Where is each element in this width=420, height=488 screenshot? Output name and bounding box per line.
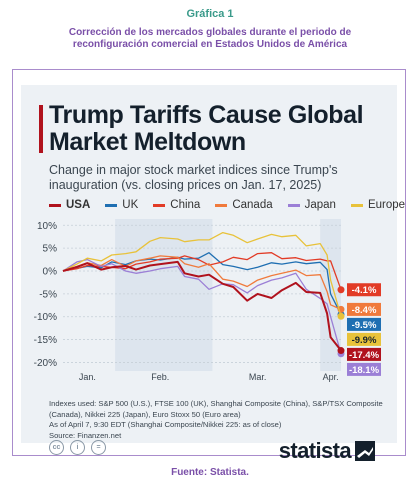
legend-swatch	[287, 203, 300, 207]
end-label-uk: -9.5%	[347, 317, 381, 331]
y-tick-label: 0%	[43, 267, 58, 278]
legend-item-japan: Japan	[287, 199, 336, 211]
y-tick-label: 5%	[43, 244, 58, 255]
end-label-europe: -9.9%	[347, 332, 381, 346]
legend-label: China	[170, 199, 201, 211]
end-label-text: -18.1%	[349, 365, 380, 376]
legend-item-uk: UK	[105, 199, 138, 211]
figure-frame: Trump Tariffs Cause Global Market Meltdo…	[12, 69, 406, 463]
line-chart: 10% 5% 0% -5% -10% -15% -20% Jan. Feb. Mar. Apr. -4…	[34, 219, 381, 382]
series-line-uk	[62, 252, 342, 315]
series-end-marker	[337, 312, 345, 320]
end-label-canada: -8.4%	[347, 302, 381, 316]
cc-icon: cc	[49, 440, 64, 455]
series-end-marker	[337, 286, 345, 294]
chart-legend: USA UK China Canada Japan Europe	[49, 199, 405, 211]
figure-source: Fuente: Statista.	[171, 467, 249, 478]
end-label-box	[347, 347, 381, 361]
y-tick-label: -5%	[39, 289, 57, 300]
source-note: Source: Finanzen.net	[49, 430, 122, 440]
series-end-marker	[337, 347, 345, 355]
end-label-text: -8.4%	[352, 305, 377, 316]
legend-item-canada: Canada	[215, 199, 273, 211]
end-label-box	[347, 302, 381, 316]
y-tick-label: -20%	[34, 358, 57, 369]
legend-label: UK	[122, 199, 139, 211]
series-line-europe	[62, 231, 342, 317]
chart-title: Trump Tariffs Cause Global Market Meltdo…	[49, 101, 364, 156]
y-tick-label: -15%	[34, 335, 57, 346]
end-label-text: -4.1%	[352, 285, 377, 296]
end-label-box	[347, 317, 381, 331]
series-line-japan	[62, 258, 342, 354]
logo-text: statista	[278, 438, 352, 463]
license-icons: cc i =	[49, 440, 106, 455]
x-tick-label: Jan.	[79, 372, 96, 382]
end-label-text: -9.9%	[352, 335, 377, 346]
end-label-usa: -17.4%	[347, 347, 381, 361]
figure-caption: Corrección de los mercados globales dura…	[68, 27, 352, 50]
indexes-note: Indexes used: S&P 500 (U.S.), FTSE 100 (…	[49, 399, 383, 419]
legend-item-china: China	[153, 199, 200, 211]
figure-label: Gráfica 1	[186, 8, 234, 20]
legend-swatch	[350, 203, 363, 207]
end-label-box	[347, 283, 381, 297]
legend-swatch	[105, 203, 118, 207]
chart-card: Trump Tariffs Cause Global Market Meltdo…	[21, 85, 405, 463]
legend-swatch	[49, 203, 61, 207]
legend-swatch	[153, 203, 166, 207]
x-tick-label: Mar.	[249, 372, 267, 382]
chart-subtitle: Change in major stock market indices sin…	[49, 163, 338, 192]
x-tick-label: Apr.	[323, 372, 339, 382]
series-line-usa	[62, 260, 342, 352]
end-label-text: -17.4%	[349, 350, 380, 361]
end-label-china: -4.1%	[347, 283, 381, 297]
legend-item-usa: USA	[49, 199, 90, 211]
x-tick-label: Feb.	[151, 372, 169, 382]
title-accent-bar	[39, 105, 43, 153]
end-label-box	[347, 332, 381, 346]
legend-swatch	[215, 203, 228, 207]
legend-label: Canada	[232, 199, 273, 211]
statista-logo-icon	[355, 441, 375, 461]
legend-label: USA	[66, 199, 91, 211]
legend-label: Japan	[304, 199, 336, 211]
by-icon: i	[70, 440, 85, 455]
nd-icon: =	[91, 440, 106, 455]
end-label-japan: -18.1%	[347, 362, 381, 376]
y-tick-label: -10%	[34, 312, 57, 323]
end-label-text: -9.5%	[352, 320, 377, 331]
end-label-box	[347, 362, 381, 376]
chart-notes: Indexes used: S&P 500 (U.S.), FTSE 100 (…	[49, 399, 389, 441]
timestamp-note: As of April 7, 9:30 EDT (Shanghai Compos…	[49, 420, 282, 429]
statista-logo: statista	[279, 438, 375, 464]
y-tick-label: 10%	[37, 221, 57, 232]
shaded-period	[115, 219, 213, 371]
series-line-canada	[62, 255, 342, 310]
legend-label: Europe	[367, 199, 406, 211]
legend-item-europe: Europe	[350, 199, 406, 211]
